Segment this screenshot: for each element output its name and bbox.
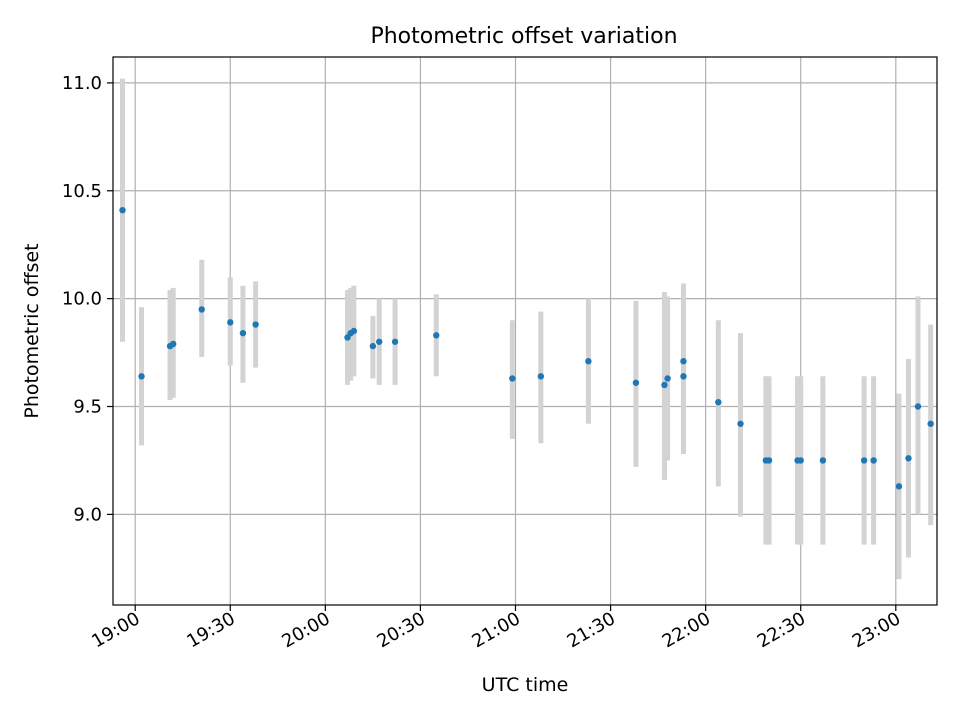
data-point [680, 358, 687, 365]
data-point [433, 332, 440, 339]
data-point [927, 420, 934, 427]
y-tick-label: 10.5 [62, 181, 102, 202]
data-point [860, 457, 868, 464]
y-tick-label: 9.0 [73, 504, 102, 525]
data-point [376, 338, 383, 345]
data-point [585, 358, 592, 365]
y-tick-label: 10.0 [62, 289, 102, 310]
data-point [661, 381, 668, 389]
data-point [170, 340, 177, 348]
plot-frame [112, 56, 938, 606]
data-point [252, 321, 259, 328]
data-point [797, 457, 804, 464]
data-point [737, 420, 744, 427]
data-points [119, 206, 934, 490]
data-point [369, 342, 377, 350]
chart-title: Photometric offset variation [370, 24, 677, 49]
data-point [119, 206, 126, 214]
data-point [537, 373, 545, 380]
y-axis-label: Photometric offset [21, 243, 43, 418]
data-point [198, 306, 205, 313]
data-point [227, 319, 234, 326]
data-point [819, 457, 827, 464]
y-tick-label: 11.0 [62, 73, 102, 94]
data-point [350, 327, 358, 335]
data-point [765, 457, 773, 464]
data-point [664, 375, 671, 382]
data-point [239, 329, 247, 337]
data-point [391, 338, 399, 345]
data-point [138, 373, 145, 380]
data-point [509, 375, 516, 382]
data-point [914, 403, 922, 410]
data-point [680, 373, 687, 380]
data-point [895, 483, 903, 490]
data-point [632, 379, 640, 386]
y-tick-label: 9.5 [73, 397, 102, 418]
data-point [870, 457, 877, 464]
data-point [905, 455, 912, 462]
data-point [715, 398, 722, 406]
x-axis-label: UTC time [482, 674, 569, 696]
